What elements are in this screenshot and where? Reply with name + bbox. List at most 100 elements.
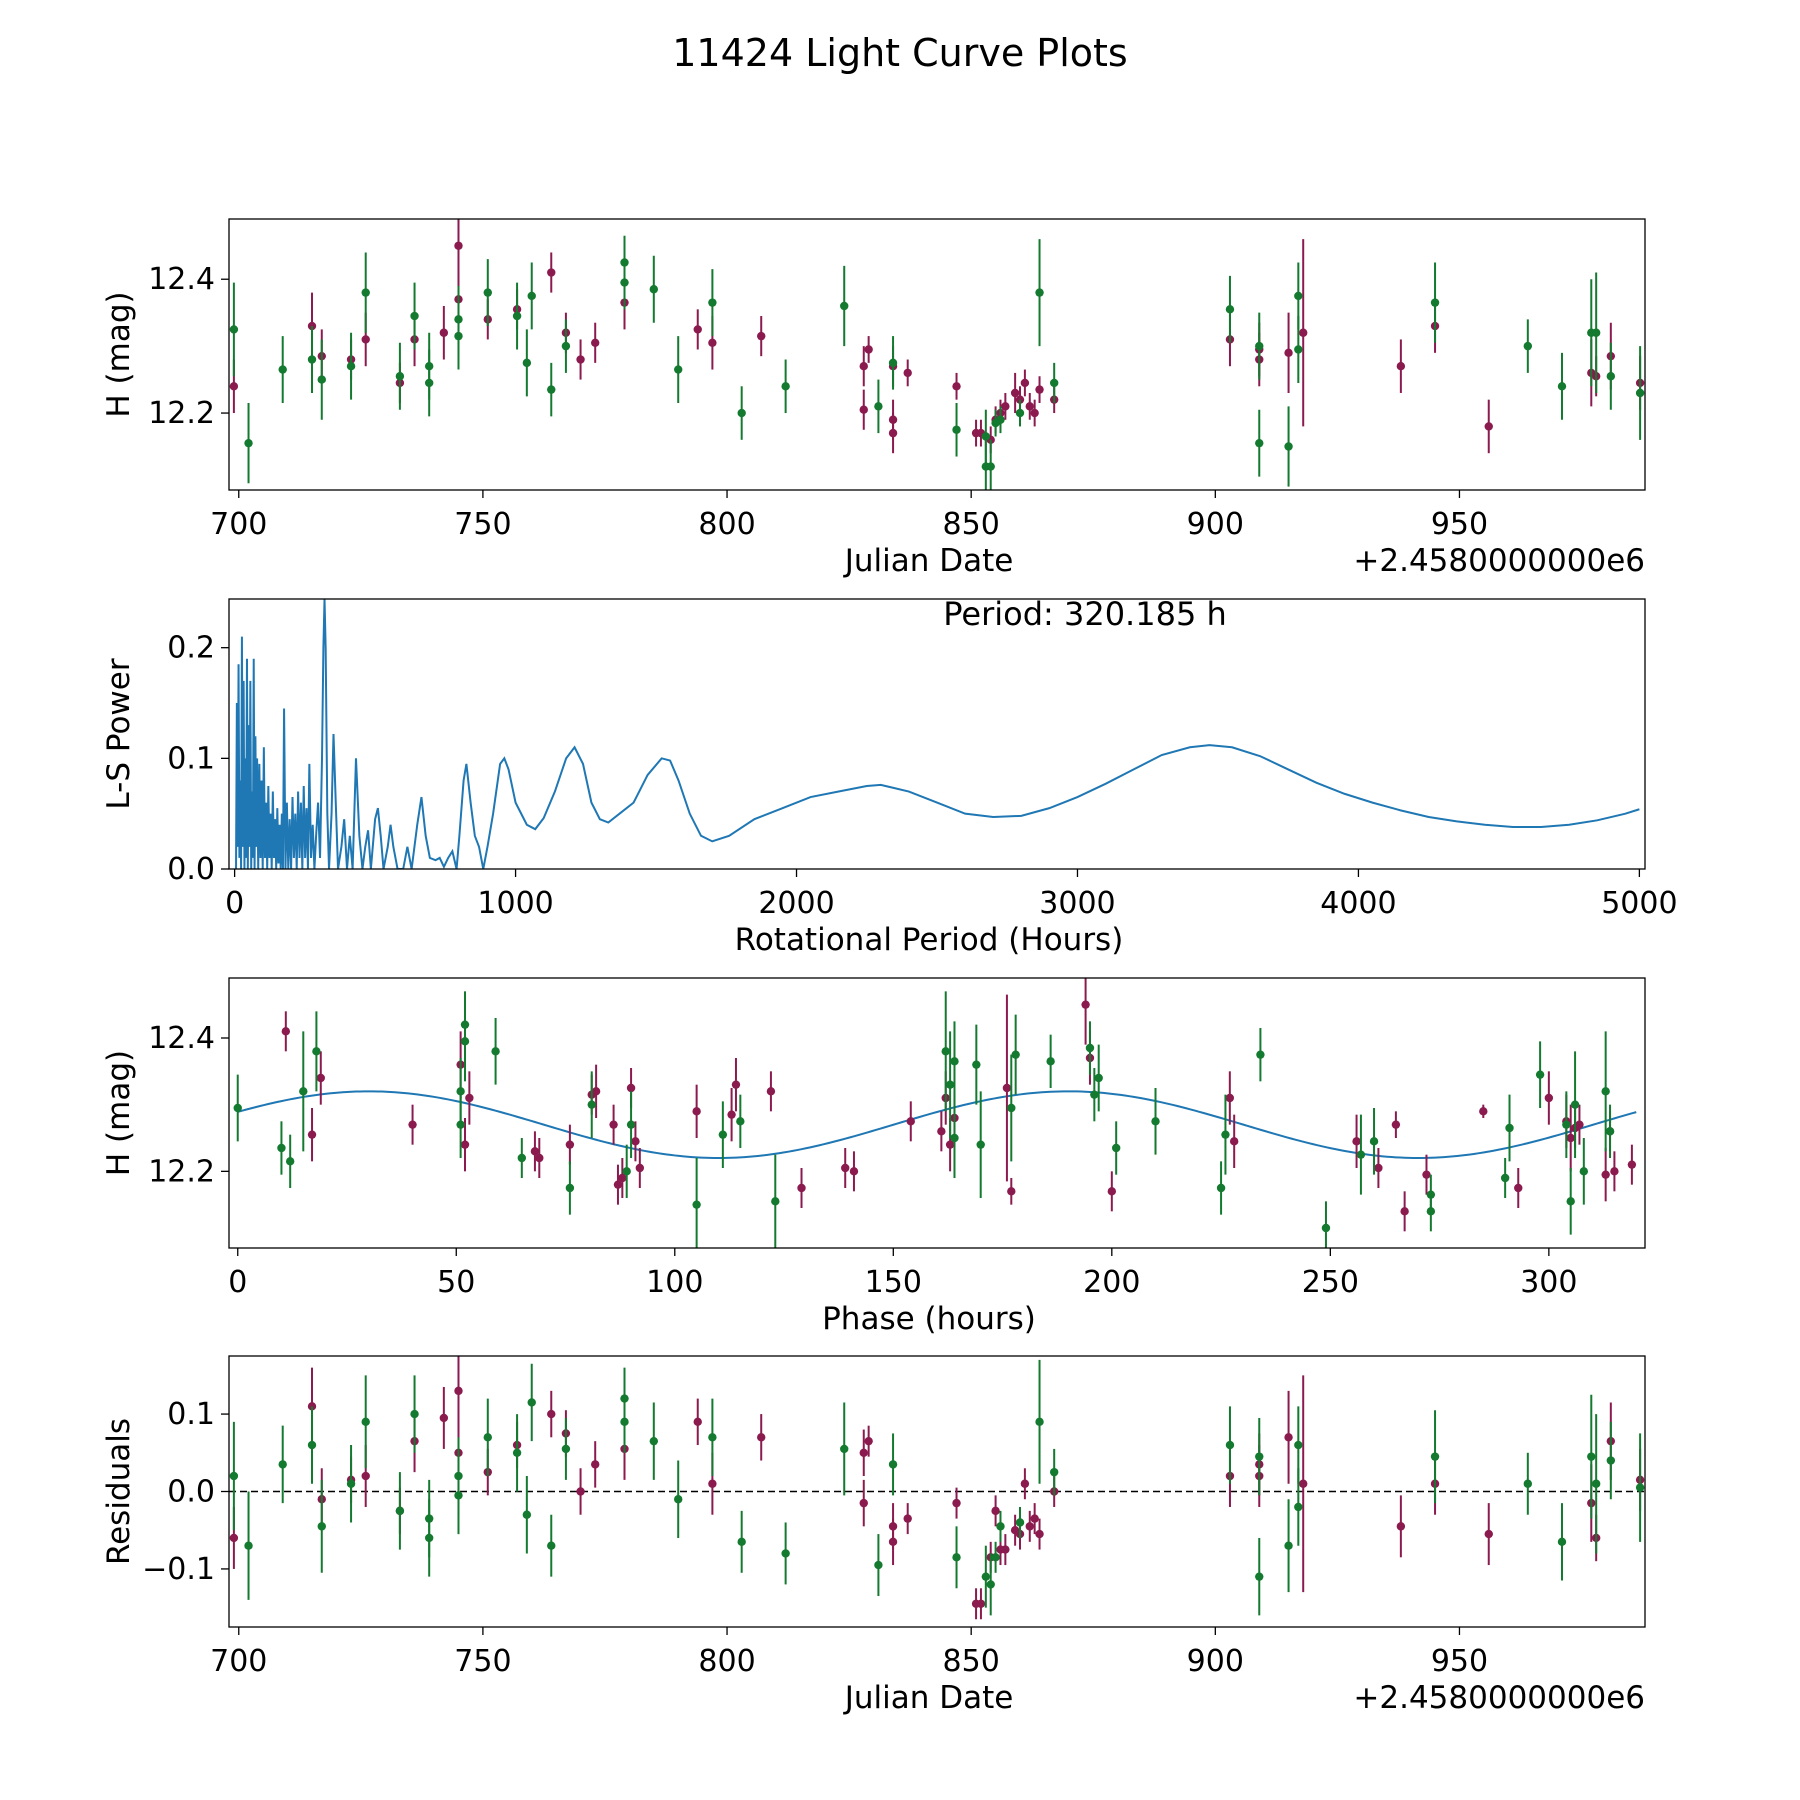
data-point: [1284, 1433, 1293, 1442]
data-point: [454, 241, 463, 250]
data-point: [620, 1417, 629, 1427]
data-point: [410, 311, 419, 321]
x-tick-label: 750: [454, 507, 511, 542]
data-point: [766, 1087, 776, 1096]
x-tick-label: 800: [698, 507, 755, 542]
data-point: [1035, 288, 1044, 297]
data-point: [1294, 291, 1303, 301]
y-tick-label: 12.2: [148, 1154, 215, 1189]
data-point: [1523, 341, 1533, 351]
data-point: [277, 1143, 286, 1153]
data-point: [1523, 1479, 1533, 1488]
data-point: [1229, 1137, 1239, 1146]
data-point: [727, 1110, 736, 1119]
data-point: [1505, 1123, 1514, 1133]
data-point: [460, 1020, 470, 1029]
data-point: [316, 1073, 325, 1083]
data-point: [527, 1398, 536, 1407]
data-point: [1591, 1479, 1601, 1488]
x-tick-label: 3000: [1039, 886, 1115, 921]
data-point: [718, 1130, 728, 1139]
data-point: [986, 462, 995, 471]
data-point: [1015, 395, 1025, 404]
data-point: [512, 311, 522, 321]
data-point: [1007, 1103, 1016, 1113]
data-point: [859, 1448, 868, 1457]
x-tick-label: 800: [698, 1644, 755, 1679]
data-point: [952, 425, 961, 434]
data-point: [991, 1553, 1000, 1562]
data-point: [591, 338, 600, 347]
x-axis-label: Phase (hours): [822, 1301, 1036, 1337]
data-point: [312, 1047, 321, 1056]
data-point: [1020, 378, 1030, 388]
data-point: [731, 1080, 741, 1089]
data-point: [1001, 402, 1010, 411]
axes-frame: [228, 598, 1646, 870]
data-point: [1484, 1529, 1493, 1539]
data-point: [527, 291, 536, 301]
data-point: [1575, 1120, 1584, 1129]
data-point: [522, 358, 532, 368]
data-point: [410, 1409, 419, 1419]
data-point: [1400, 1207, 1409, 1216]
plot-area: [229, 1356, 1645, 1620]
x-tick-label: 300: [1520, 1265, 1577, 1300]
data-point: [981, 1572, 991, 1581]
data-point: [888, 428, 898, 438]
data-point: [635, 1163, 645, 1173]
y-axis-label: H (mag): [101, 1050, 137, 1176]
data-point: [307, 355, 317, 364]
x-tick-label: 850: [943, 1644, 1000, 1679]
data-point: [996, 415, 1005, 424]
data-point: [631, 1137, 640, 1146]
data-point: [535, 1153, 544, 1163]
data-point: [561, 341, 571, 351]
data-point: [757, 331, 766, 341]
series-band-b: [229, 1359, 1645, 1616]
data-point: [952, 382, 961, 391]
data-point: [1020, 1479, 1030, 1488]
data-point: [693, 1417, 702, 1427]
data-point: [976, 1599, 986, 1608]
data-point: [840, 301, 849, 311]
data-point: [1587, 1452, 1596, 1461]
x-tick-label: 200: [1083, 1265, 1140, 1300]
data-point: [1544, 1093, 1554, 1103]
data-point: [1107, 1187, 1117, 1196]
data-point: [1484, 422, 1493, 431]
data-point: [454, 315, 463, 324]
data-point: [483, 1433, 492, 1442]
data-point: [465, 1093, 474, 1103]
data-point: [244, 1541, 253, 1550]
data-point: [1356, 1150, 1366, 1159]
data-point: [1605, 1127, 1615, 1136]
data-point: [576, 1487, 585, 1496]
data-point: [512, 1448, 522, 1457]
data-point: [1557, 382, 1567, 391]
data-point: [1085, 1043, 1095, 1053]
data-point: [626, 1120, 636, 1129]
data-point: [299, 1087, 308, 1096]
data-point: [1216, 1183, 1226, 1193]
data-point: [547, 1409, 556, 1419]
data-point: [609, 1120, 618, 1129]
y-tick-label: 12.4: [148, 262, 215, 297]
data-point: [1601, 1170, 1610, 1179]
data-point: [1225, 1440, 1235, 1450]
data-point: [1046, 1057, 1055, 1066]
data-point: [903, 1514, 912, 1523]
data-point: [864, 1436, 873, 1446]
data-point: [952, 1553, 961, 1562]
y-tick-label: 0.1: [167, 1397, 215, 1432]
data-point: [1535, 1070, 1545, 1079]
data-point: [1255, 438, 1264, 448]
data-point: [1025, 1522, 1034, 1531]
x-tick-label: 900: [1187, 1644, 1244, 1679]
data-point: [950, 1133, 959, 1143]
data-point: [1015, 1518, 1025, 1527]
data-point: [1011, 1050, 1020, 1059]
data-point: [591, 1087, 601, 1096]
data-point: [626, 1083, 636, 1093]
